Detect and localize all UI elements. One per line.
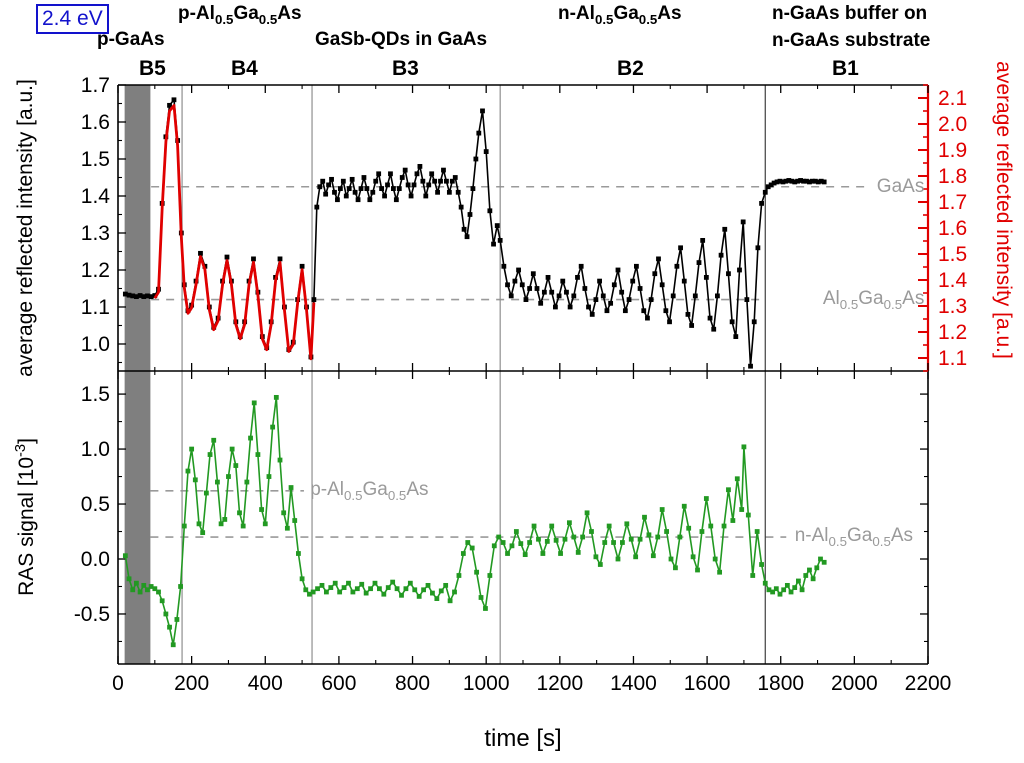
layer-label-n-gaas-buffer-line2: n-GaAs substrate <box>772 30 931 51</box>
y-axis-label-left-bottom: RAS signal [10-3] <box>13 438 38 596</box>
svg-text:600: 600 <box>321 672 356 695</box>
layer-label-p-gaas: p-GaAs <box>97 29 165 50</box>
svg-text:1200: 1200 <box>536 672 583 695</box>
svg-text:-0.5: -0.5 <box>74 603 110 626</box>
svg-text:2200: 2200 <box>905 672 952 695</box>
ref-label-p-algaas: p-Al0.5Ga0.5As <box>310 478 429 503</box>
ref-label-algaas: Al0.5Ga0.5As <box>822 287 925 312</box>
svg-text:1.5: 1.5 <box>81 383 110 406</box>
svg-text:200: 200 <box>174 672 209 695</box>
svg-text:400: 400 <box>248 672 283 695</box>
svg-text:1.7: 1.7 <box>938 191 967 214</box>
svg-text:1400: 1400 <box>610 672 657 695</box>
y-axis-label-right: average reflected intensity [a.u.] <box>992 61 1015 359</box>
layer-label-n-algaas: n-Al0.5Ga0.5As <box>558 3 682 27</box>
region-label-b3: B3 <box>392 57 419 80</box>
svg-text:1.4: 1.4 <box>938 269 968 292</box>
svg-text:2000: 2000 <box>831 672 878 695</box>
svg-text:1.3: 1.3 <box>938 295 967 318</box>
region-label-b1: B1 <box>832 57 859 80</box>
region-label-b5: B5 <box>139 57 166 80</box>
axes: 0 200 400 600 800 1000 1200 1400 1600 1800 2000 220… <box>74 74 968 695</box>
svg-text:1.3: 1.3 <box>81 222 110 245</box>
svg-text:0.5: 0.5 <box>81 493 110 516</box>
svg-text:1600: 1600 <box>684 672 731 695</box>
reflected-intensity-black-markers <box>122 97 827 369</box>
region-label-b2: B2 <box>617 57 644 80</box>
photon-energy-label: 2.4 eV <box>36 4 109 34</box>
svg-text:1.0: 1.0 <box>81 438 110 461</box>
reflected-intensity-black-line <box>125 99 825 368</box>
x-axis-label: time [s] <box>484 725 562 752</box>
svg-text:0.0: 0.0 <box>81 548 110 571</box>
svg-text:1.6: 1.6 <box>81 111 110 134</box>
layer-label-n-gaas-buffer-line1: n-GaAs buffer on <box>772 3 928 24</box>
data-series <box>122 97 827 648</box>
svg-text:1.1: 1.1 <box>938 347 967 370</box>
svg-text:1.4: 1.4 <box>81 185 111 208</box>
svg-text:0: 0 <box>112 672 124 695</box>
svg-text:1000: 1000 <box>463 672 510 695</box>
svg-text:1.5: 1.5 <box>938 243 967 266</box>
reference-lines <box>150 185 870 538</box>
svg-text:1.7: 1.7 <box>81 74 110 97</box>
ras-signal-green-markers <box>122 394 827 648</box>
region-label-b4: B4 <box>231 57 258 80</box>
region-boundaries <box>181 85 766 664</box>
svg-text:1.8: 1.8 <box>938 165 967 188</box>
svg-text:1.1: 1.1 <box>81 296 110 319</box>
shaded-band <box>124 85 151 664</box>
ref-label-n-algaas: n-Al0.5Ga0.5As <box>794 525 914 549</box>
svg-text:1.6: 1.6 <box>938 217 967 240</box>
svg-text:1.9: 1.9 <box>938 139 967 162</box>
reflected-intensity-red-line <box>153 104 316 361</box>
ref-label-gaas: GaAs <box>876 175 925 197</box>
svg-text:1800: 1800 <box>757 672 804 695</box>
layer-label-gasb-qds: GaSb-QDs in GaAs <box>315 29 488 50</box>
layer-label-p-algaas: p-Al0.5Ga0.5As <box>178 3 302 27</box>
svg-text:1.2: 1.2 <box>938 321 967 344</box>
svg-text:1.5: 1.5 <box>81 148 110 171</box>
svg-text:2.1: 2.1 <box>938 87 967 110</box>
ras-signal-green-line <box>124 396 825 646</box>
svg-text:1.0: 1.0 <box>81 333 110 356</box>
svg-text:2.0: 2.0 <box>938 113 967 136</box>
y-axis-label-left-top: average reflected intensity [a.u.] <box>14 79 37 377</box>
svg-text:800: 800 <box>395 672 430 695</box>
svg-text:1.2: 1.2 <box>81 259 110 282</box>
